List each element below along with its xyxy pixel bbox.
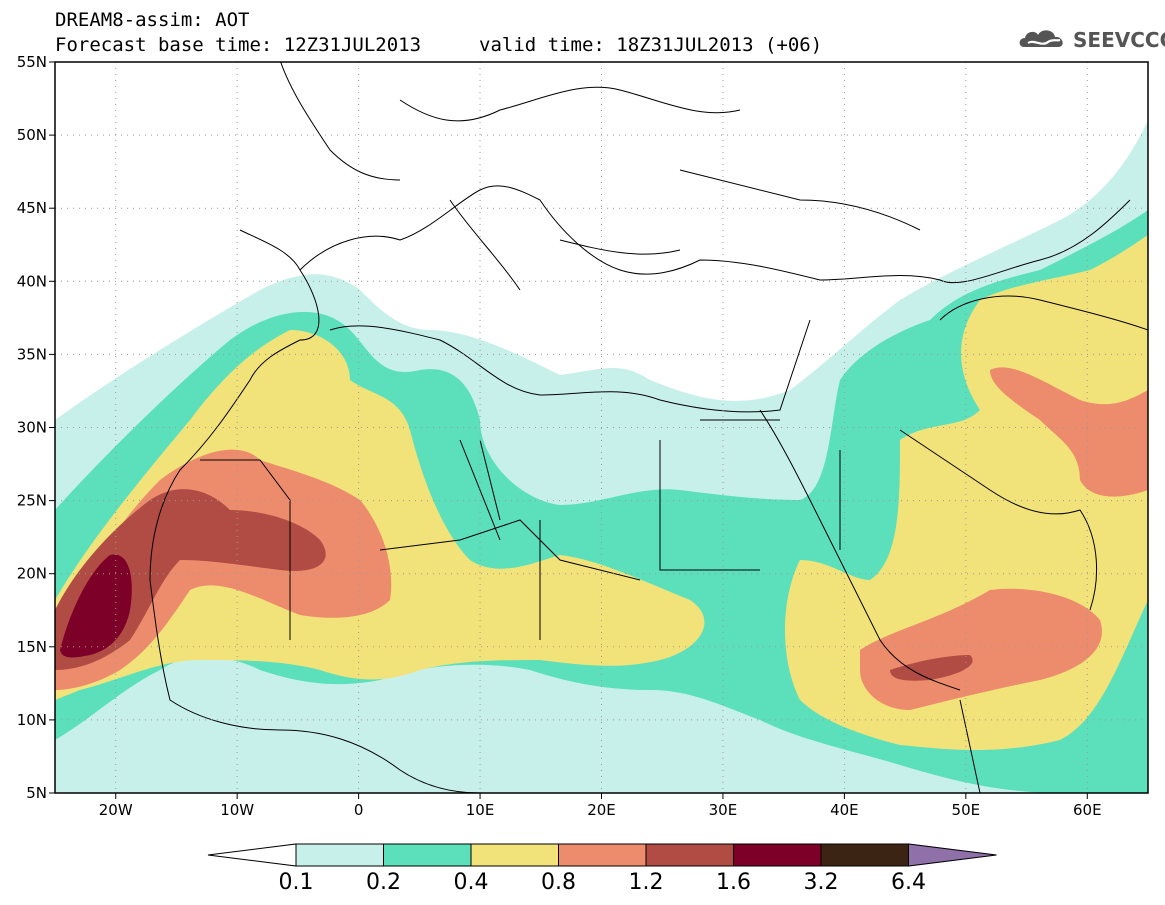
colorbar-swatch bbox=[470, 843, 559, 867]
lon-label: 60E bbox=[1073, 801, 1102, 819]
lat-label: 10N bbox=[17, 711, 47, 729]
coastlines bbox=[149, 62, 1148, 793]
lon-label: 10W bbox=[220, 801, 254, 819]
lat-label: 20N bbox=[17, 565, 47, 583]
graticule bbox=[55, 62, 1148, 793]
lat-label: 50N bbox=[17, 126, 47, 144]
longitude-axis: 20W 10W 0 10E 20E 30E 40E 50E 60E bbox=[99, 793, 1102, 819]
lon-label: 0 bbox=[354, 801, 364, 819]
colorbar bbox=[207, 843, 997, 867]
lon-label: 20W bbox=[99, 801, 133, 819]
lat-label: 45N bbox=[17, 199, 47, 217]
lat-label: 35N bbox=[17, 345, 47, 363]
aot-contours bbox=[55, 62, 1148, 793]
lat-label: 5N bbox=[26, 784, 47, 802]
colorbar-level-label: 0.8 bbox=[541, 870, 576, 895]
colorbar-level-label: 6.4 bbox=[891, 870, 926, 895]
latitude-axis: 55N 50N 45N 40N 35N 30N 25N 20N 15N 10N 5N bbox=[17, 53, 55, 802]
lon-label: 50E bbox=[952, 801, 981, 819]
valid-time: valid time: 18Z31JUL2013 (+06) bbox=[479, 34, 823, 56]
lon-label: 30E bbox=[709, 801, 738, 819]
colorbar-swatch bbox=[820, 843, 909, 867]
colorbar-swatch bbox=[558, 843, 647, 867]
lat-label: 40N bbox=[17, 272, 47, 290]
cloud-icon bbox=[1019, 30, 1063, 47]
lon-label: 20E bbox=[587, 801, 616, 819]
colorbar-swatch bbox=[383, 843, 472, 867]
colorbar-swatch bbox=[733, 843, 822, 867]
forecast-base-time: Forecast base time: 12Z31JUL2013 bbox=[55, 34, 422, 56]
seevccc-logo: SEEVCCC bbox=[1018, 25, 1165, 55]
aot-band-1.2 bbox=[55, 489, 973, 681]
colorbar-swatch bbox=[295, 843, 384, 867]
colorbar-level-label: 0.2 bbox=[366, 870, 401, 895]
map-title: DREAM8-assim: AOT bbox=[55, 9, 250, 31]
colorbar-over-triangle bbox=[908, 843, 997, 867]
colorbar-under-triangle bbox=[207, 843, 297, 867]
aot-band-0.4 bbox=[55, 235, 1148, 750]
aot-band-1.6 bbox=[60, 554, 132, 658]
colorbar-swatch bbox=[645, 843, 734, 867]
logo-text: SEEVCCC bbox=[1073, 28, 1165, 52]
lat-label: 55N bbox=[17, 53, 47, 71]
colorbar-level-label: 1.6 bbox=[716, 870, 751, 895]
colorbar-level-label: 1.2 bbox=[628, 870, 664, 895]
colorbar-level-label: 0.1 bbox=[278, 870, 314, 895]
colorbar-level-label: 0.4 bbox=[453, 870, 489, 895]
lat-label: 15N bbox=[17, 638, 47, 656]
colorbar-level-label: 3.2 bbox=[803, 870, 839, 895]
lat-label: 25N bbox=[17, 492, 47, 510]
lon-label: 10E bbox=[466, 801, 495, 819]
lon-label: 40E bbox=[830, 801, 859, 819]
lat-label: 30N bbox=[17, 419, 47, 437]
